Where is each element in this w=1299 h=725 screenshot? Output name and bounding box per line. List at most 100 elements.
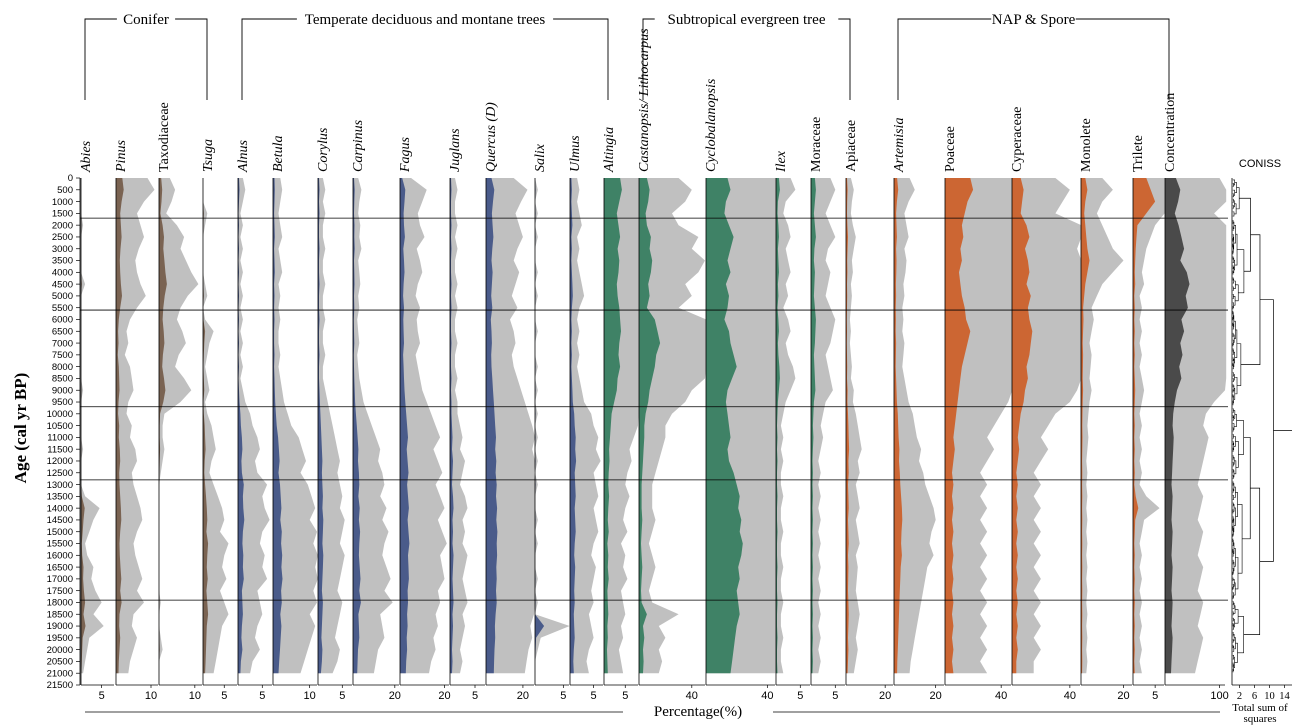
age-tick-label: 500 xyxy=(57,185,73,196)
age-tick-label: 8000 xyxy=(52,362,73,373)
coniss-branch xyxy=(1232,624,1234,630)
coniss-branch xyxy=(1232,189,1235,196)
taxon-x-tick-label: 5 xyxy=(832,690,838,702)
exaggeration-curve xyxy=(450,178,468,674)
taxon-panel: 20 Monolete xyxy=(1079,118,1132,702)
age-tick-label: 3000 xyxy=(52,244,73,255)
group-bracket-line xyxy=(642,18,851,100)
coniss-branch xyxy=(1235,492,1238,517)
taxon-name: Betula xyxy=(271,135,286,172)
coniss-branch xyxy=(1232,286,1234,291)
taxon-name: Fagus xyxy=(398,136,413,173)
coniss-title: CONISS xyxy=(1239,158,1281,170)
taxon-panel: 20 Apiaceae xyxy=(844,120,893,702)
age-tick-label: 9500 xyxy=(52,397,73,408)
coniss-branch xyxy=(1232,183,1234,187)
age-tick-label: 13000 xyxy=(47,480,73,491)
age-tick-label: 18500 xyxy=(47,609,73,620)
percentage-curve xyxy=(1133,178,1156,674)
percentage-curve xyxy=(203,178,209,674)
group-bracket-line xyxy=(84,18,208,100)
percentage-curve xyxy=(273,178,283,674)
age-tick-label: 11500 xyxy=(47,444,73,455)
coniss-branch xyxy=(1234,414,1237,427)
percentage-curve xyxy=(706,178,743,674)
age-tick-label: 12000 xyxy=(47,456,73,467)
age-tick-label: 2500 xyxy=(52,232,73,243)
percentage-curve xyxy=(1012,178,1033,674)
coniss-branch xyxy=(1233,542,1235,554)
exaggeration-curve xyxy=(159,178,199,674)
coniss-dendrogram: CONISS Total sum of squares 2 6 10 14 xyxy=(1231,158,1292,725)
coniss-branch xyxy=(1237,249,1245,294)
age-tick-label: 4000 xyxy=(52,268,73,279)
taxon-x-tick-label: 5 xyxy=(591,690,597,702)
taxon-name: Taxodiaceae xyxy=(157,102,172,172)
percentage-curve xyxy=(318,178,324,674)
taxon-name: Tsuga xyxy=(201,139,216,172)
taxon-panel: 20 Carpinus xyxy=(351,119,401,702)
taxon-x-tick-label: 5 xyxy=(797,690,803,702)
coniss-tick-label: 10 xyxy=(1264,691,1275,702)
age-tick-label: 14500 xyxy=(47,515,73,526)
coniss-branch xyxy=(1232,441,1234,445)
exaggeration-curve xyxy=(203,178,229,674)
taxon-name: Salix xyxy=(533,143,548,172)
coniss-branch xyxy=(1234,642,1238,663)
percentage-curve xyxy=(1165,178,1190,674)
taxon-panel: 20 Fagus xyxy=(398,136,451,702)
taxon-name: Cyclobalanopsis xyxy=(704,78,719,172)
taxon-panel: 5 Alnus xyxy=(236,140,272,702)
taxon-x-tick-label: 10 xyxy=(145,690,157,702)
percentage-curve xyxy=(604,178,622,674)
group-bracket-line xyxy=(241,18,609,100)
taxon-panel: 5 Tsuga xyxy=(201,139,237,702)
group-name: NAP & Spore xyxy=(992,12,1076,28)
taxon-name: Poaceae xyxy=(943,126,958,172)
age-tick-label: 17500 xyxy=(47,586,73,597)
exaggeration-curve xyxy=(1133,178,1165,674)
taxon-name: Cyperaceae xyxy=(1010,107,1025,172)
group-bracket: Conifer xyxy=(84,12,208,100)
percentage-curve xyxy=(116,178,124,674)
taxon-panel: 5 Abies xyxy=(79,140,114,702)
age-axis: Age (cal yr BP) 050010001500200025003000… xyxy=(11,173,81,691)
age-tick-label: 21000 xyxy=(47,668,73,679)
coniss-branch xyxy=(1232,349,1234,355)
exaggeration-curve xyxy=(400,178,447,674)
coniss-branch xyxy=(1232,324,1234,330)
zone-boundaries xyxy=(80,217,1228,601)
coniss-branch xyxy=(1232,654,1234,660)
percentage-curve xyxy=(894,178,903,674)
taxon-name: Ilex xyxy=(774,150,789,173)
taxon-x-tick-label: 20 xyxy=(1117,690,1129,702)
age-tick-label: 6500 xyxy=(52,326,73,337)
percentage-curve xyxy=(486,178,498,674)
coniss-branch xyxy=(1233,266,1235,273)
age-tick-label: 16500 xyxy=(47,562,73,573)
coniss-branch xyxy=(1233,436,1236,447)
taxon-x-tick-label: 5 xyxy=(339,690,345,702)
percentage-curve xyxy=(945,178,974,674)
taxon-panel: 100 Concentration xyxy=(1163,93,1229,702)
age-tick-label: 0 xyxy=(68,173,73,184)
taxon-panel: 5 Moraceae xyxy=(809,117,845,702)
taxon-name: Concentration xyxy=(1163,93,1178,172)
age-tick-label: 6000 xyxy=(52,315,73,326)
coniss-branch xyxy=(1239,197,1251,272)
coniss-tick-label: 2 xyxy=(1237,691,1242,702)
coniss-branch xyxy=(1234,233,1238,266)
taxon-x-tick-label: 20 xyxy=(879,690,891,702)
taxon-name: Apiaceae xyxy=(844,120,859,172)
age-tick-label: 21500 xyxy=(47,680,73,691)
age-tick-label: 18000 xyxy=(47,598,73,609)
coniss-branch xyxy=(1233,358,1235,368)
coniss-branch xyxy=(1235,284,1239,302)
age-tick-label: 4500 xyxy=(52,279,73,290)
coniss-branch xyxy=(1232,495,1234,500)
coniss-branch xyxy=(1242,437,1251,540)
taxon-name: Alnus xyxy=(236,140,251,173)
coniss-branch xyxy=(1232,462,1234,467)
age-axis-label: Age (cal yr BP) xyxy=(11,373,30,484)
